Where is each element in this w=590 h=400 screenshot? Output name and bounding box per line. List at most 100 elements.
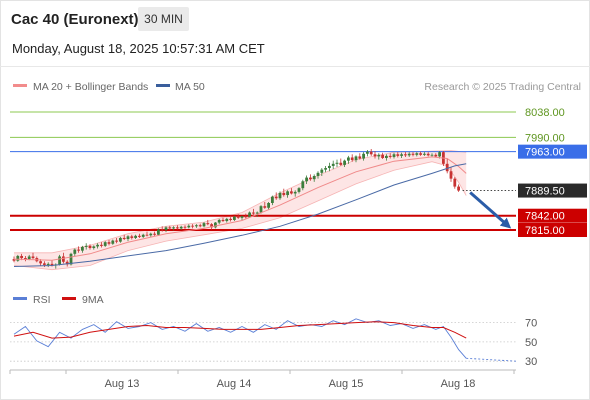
candle-body [210, 224, 213, 228]
credit-label: Research © 2025 Trading Central [424, 81, 581, 93]
candle-body [335, 162, 339, 164]
candle-body [77, 249, 80, 251]
candle-body [111, 240, 115, 244]
candle-body [248, 212, 251, 218]
candle-body [191, 225, 194, 227]
candle-body [81, 246, 84, 251]
x-tick-label: Aug 15 [329, 378, 364, 390]
candle-body [293, 191, 297, 194]
candle-body [107, 242, 111, 244]
level-labels: 8038.00 7990.00 7963.00 7889.50 7842.00 7815.… [518, 107, 587, 237]
candle-body [126, 236, 130, 239]
candle-body [20, 255, 23, 259]
candle-body [153, 233, 156, 235]
candle-body [286, 191, 289, 196]
candle-body [176, 227, 179, 229]
candle-body [160, 229, 164, 231]
level-label-resistance: 7990.00 [525, 132, 565, 144]
candle-body [236, 216, 240, 218]
candle-body [362, 153, 365, 159]
datetime-label: Monday, August 18, 2025 10:57:31 AM CET [12, 41, 265, 56]
level-label-last: 7889.50 [525, 186, 565, 198]
level-tag-last [518, 183, 587, 198]
candle-body [62, 256, 65, 262]
candle-body [195, 225, 198, 227]
candle-body [430, 154, 434, 156]
candle-body [312, 176, 316, 180]
candle-body [438, 152, 441, 157]
candle-body [453, 178, 457, 187]
candle-body [396, 154, 400, 156]
bollinger-band-fill [14, 150, 467, 270]
candle-body [388, 155, 392, 157]
candle-body [290, 191, 293, 194]
candle-body [358, 156, 362, 159]
candle-body [263, 206, 267, 208]
candle-body [46, 263, 50, 265]
projection-layer [469, 191, 512, 229]
candle-body [16, 255, 20, 261]
candle-body [58, 256, 61, 265]
candle-body [198, 225, 202, 227]
candle-body [244, 216, 248, 218]
legend-ma20-label: MA 20 + Bollinger Bands [33, 81, 148, 93]
candle-body [157, 229, 160, 235]
level-label-support: 7815.00 [525, 225, 565, 237]
candle-body [297, 188, 301, 192]
level-tag-pivot [518, 144, 587, 159]
instrument-title: Cac 40 (Euronext) [11, 11, 139, 28]
candle-body [229, 218, 232, 220]
candle-body [119, 237, 122, 242]
candle-body [103, 242, 107, 246]
candle-body [130, 236, 134, 238]
candle-body [407, 153, 411, 156]
candle-body [271, 196, 274, 203]
candle-body [301, 181, 305, 189]
candle-body [445, 163, 449, 172]
header-divider [0, 66, 590, 67]
x-tick-label: Aug 13 [105, 378, 140, 390]
candle-body [392, 154, 396, 157]
indicator-lines [13, 156, 467, 267]
rsi-panel: 70 50 30 [10, 318, 537, 368]
rsi-ma-line [13, 321, 467, 339]
candle-body [400, 154, 403, 156]
candle-body [206, 223, 210, 225]
candle-body [145, 234, 149, 236]
candle-body [259, 206, 263, 213]
x-tick-label: Aug 18 [441, 378, 476, 390]
candle-body [138, 235, 141, 237]
rsi-tick-label: 30 [525, 356, 537, 368]
candle-body [65, 261, 69, 265]
candle-body [183, 226, 187, 228]
candle-body [339, 162, 343, 165]
candle-body [354, 156, 358, 161]
candle-body [373, 154, 377, 157]
legend-9ma-swatch [62, 297, 76, 300]
x-tick-label: Aug 14 [217, 378, 252, 390]
level-label-resistance: 8038.00 [525, 107, 565, 119]
candle-body [12, 259, 16, 261]
candle-body [404, 154, 407, 156]
candle-body [73, 249, 77, 254]
candle-body [24, 258, 27, 260]
candle-body [309, 177, 312, 180]
candle-body [240, 216, 244, 218]
candle-body [411, 153, 415, 155]
candle-body [31, 256, 35, 259]
rsi-tick-label: 70 [525, 318, 537, 330]
candle-body [187, 225, 191, 228]
header: Cac 40 (Euronext) 30 MIN [1, 1, 589, 37]
timeframe-badge[interactable]: 30 MIN [138, 7, 189, 31]
candle-body [134, 235, 137, 238]
candle-body [316, 172, 320, 176]
legend-ma50-label: MA 50 [175, 81, 205, 93]
legend-ma20-swatch [13, 84, 27, 87]
candle-body [347, 157, 350, 161]
legend-ma50-swatch [156, 84, 170, 87]
candle-body [96, 244, 99, 247]
candle-body [324, 168, 327, 170]
candle-body [385, 155, 388, 158]
ma20-line [13, 156, 467, 261]
candle-body [369, 151, 373, 155]
